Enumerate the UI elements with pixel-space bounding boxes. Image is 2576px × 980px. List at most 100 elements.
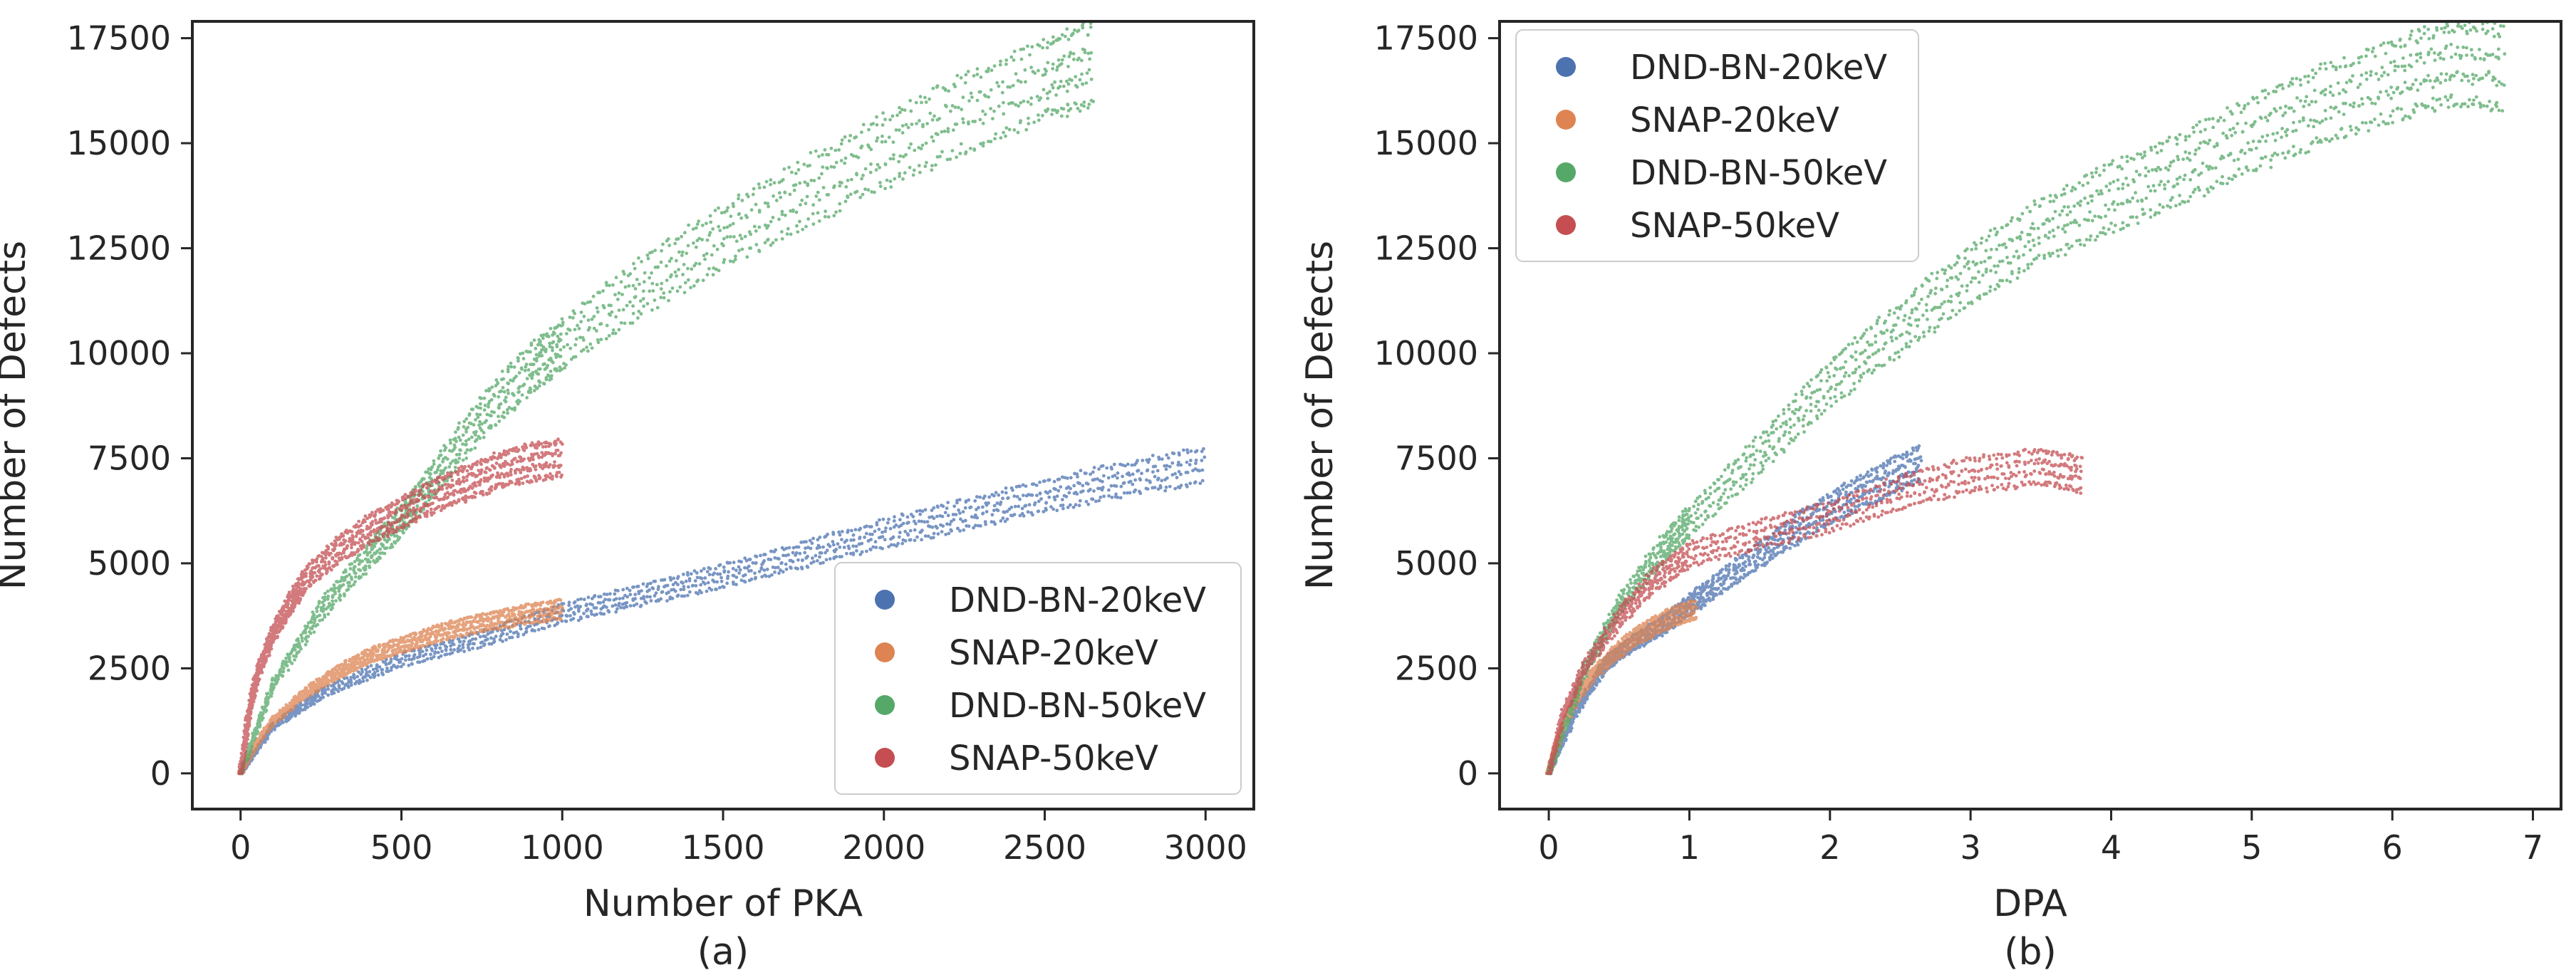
data-point: [1123, 464, 1127, 468]
data-point: [938, 117, 942, 120]
data-point: [1173, 486, 1178, 491]
data-point: [855, 172, 858, 176]
data-point: [945, 522, 949, 526]
data-point: [1035, 494, 1039, 497]
data-point: [894, 128, 898, 132]
data-point: [345, 676, 349, 680]
data-point: [1063, 476, 1067, 479]
data-point: [752, 224, 757, 229]
data-point: [745, 215, 749, 219]
data-point: [995, 501, 999, 505]
data-point: [1153, 486, 1157, 489]
data-point: [718, 229, 722, 232]
data-point: [676, 593, 680, 598]
data-point: [443, 456, 447, 459]
data-point: [1173, 471, 1177, 476]
data-point: [507, 365, 510, 369]
data-point: [712, 571, 717, 575]
data-point: [646, 256, 650, 261]
data-point: [1176, 463, 1180, 467]
data-point: [605, 593, 609, 596]
data-point: [845, 538, 848, 543]
data-point: [427, 498, 431, 502]
data-point: [824, 558, 829, 562]
data-point: [943, 88, 947, 92]
data-point: [348, 567, 353, 570]
data-point: [589, 609, 593, 613]
data-point: [823, 214, 827, 219]
data-point: [796, 230, 800, 234]
data-point: [1066, 506, 1070, 509]
data-point: [757, 249, 761, 252]
data-point: [480, 640, 484, 644]
data-point: [469, 447, 473, 452]
data-point: [484, 419, 489, 422]
data-point: [715, 588, 718, 591]
data-point: [716, 572, 720, 576]
data-point: [858, 195, 863, 199]
data-point: [628, 300, 632, 304]
data-point: [661, 242, 665, 246]
data-point: [931, 86, 935, 90]
data-point: [484, 612, 488, 617]
data-point: [821, 545, 825, 549]
data-point: [734, 239, 739, 244]
data-point: [806, 546, 810, 550]
data-point: [539, 608, 543, 612]
data-point: [631, 283, 635, 288]
data-point: [717, 269, 721, 273]
data-point: [1058, 63, 1062, 67]
data-point: [303, 703, 306, 707]
data-point: [549, 377, 554, 381]
data-point: [993, 522, 997, 526]
data-point: [569, 607, 573, 611]
data-point: [502, 377, 506, 381]
series-SNAP-20keV: [237, 598, 564, 776]
data-point: [700, 590, 703, 595]
data-point: [1060, 58, 1064, 62]
data-point: [1166, 456, 1170, 460]
data-point: [532, 389, 536, 392]
data-point: [1016, 130, 1020, 135]
data-point: [507, 620, 511, 624]
data-point: [742, 579, 747, 583]
data-point: [831, 531, 835, 535]
data-point: [464, 442, 468, 447]
data-point: [529, 341, 534, 345]
data-point: [529, 350, 532, 354]
data-point: [348, 573, 351, 577]
data-point: [559, 355, 563, 358]
data-point: [1001, 496, 1004, 501]
data-point: [717, 585, 722, 590]
data-point: [496, 616, 500, 620]
data-point: [836, 542, 840, 546]
data-point: [519, 476, 524, 481]
data-point: [703, 257, 707, 261]
data-point: [1086, 502, 1091, 506]
data-point: [1178, 453, 1181, 457]
data-point: [491, 627, 495, 630]
data-point: [520, 393, 524, 397]
data-point: [1186, 451, 1190, 454]
data-point: [427, 471, 432, 476]
data-point: [1107, 494, 1111, 498]
data-point: [420, 635, 423, 639]
data-point: [851, 533, 856, 537]
data-point: [731, 580, 735, 584]
data-point: [1041, 113, 1044, 118]
data-point: [1148, 480, 1152, 484]
data-point: [875, 139, 878, 143]
data-point: [655, 306, 660, 310]
data-point: [502, 410, 506, 415]
data-point: [573, 328, 577, 332]
data-point: [1089, 51, 1094, 55]
data-point: [952, 504, 957, 509]
data-point: [1047, 478, 1051, 482]
data-point: [592, 315, 596, 318]
data-point: [557, 616, 561, 620]
data-point: [1101, 486, 1105, 489]
data-point: [934, 163, 938, 167]
data-point: [352, 672, 355, 677]
data-point: [732, 561, 736, 565]
data-point: [821, 561, 825, 565]
